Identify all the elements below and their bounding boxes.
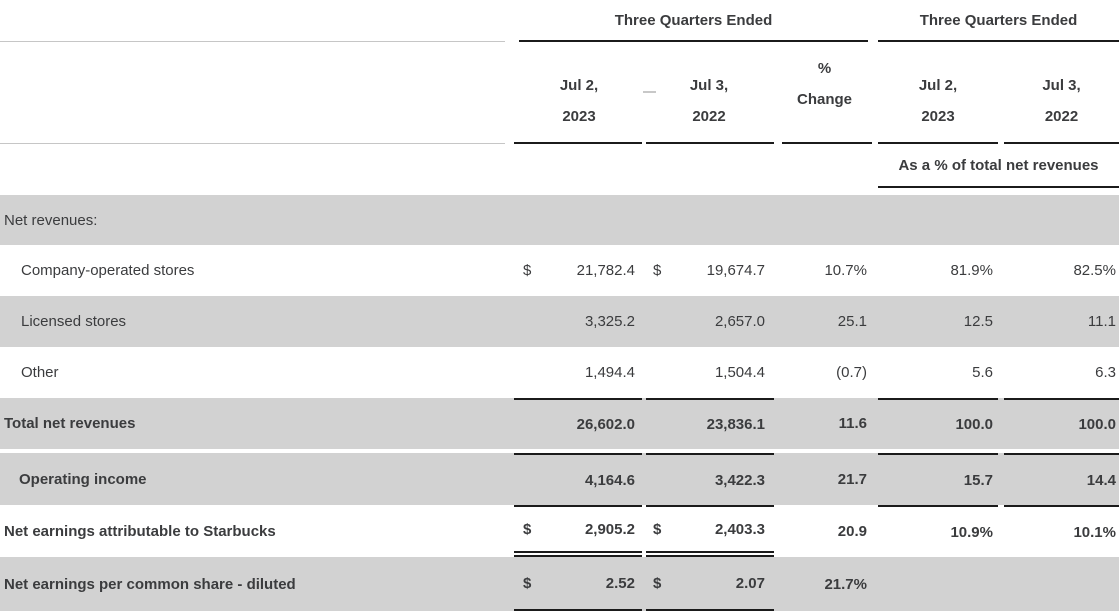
currency-symbol: $ <box>523 574 532 592</box>
pct-of-revenue-2022: 100.0 <box>1004 398 1119 449</box>
row-label: Other <box>21 364 59 381</box>
pct-of-revenue-2022: 14.4 <box>1004 453 1119 505</box>
group-header-row: Three Quarters Ended Three Quarters Ende… <box>0 0 1119 42</box>
pct-of-revenue-2023 <box>878 195 998 245</box>
pct-change: 21.7 <box>837 470 867 488</box>
group-header-label-spacer <box>0 0 505 42</box>
row-label: Total net revenues <box>4 415 136 432</box>
group-header-period-2: Three Quarters Ended <box>878 0 1119 42</box>
value-2023: 4,164.6 <box>584 471 635 489</box>
row-label: Licensed stores <box>21 313 127 330</box>
currency-symbol: $ <box>653 520 662 538</box>
column-header-label-spacer <box>0 42 505 144</box>
row-label: Operating income <box>19 470 147 488</box>
pct-of-revenue-2023: 5.6 <box>972 364 993 381</box>
table-row-net-revenues: Net revenues: <box>0 195 1119 245</box>
column-header-jul2-2023-pct: Jul 2, 2023 <box>878 42 998 144</box>
value-2022: 1,504.4 <box>714 364 765 381</box>
pct-of-revenue-2022: 11.1 <box>1087 313 1116 330</box>
table-row-company-operated-stores: Company-operated stores $21,782.4 $19,67… <box>0 245 1119 296</box>
column-header-pct-change: % Change <box>782 42 872 144</box>
pct-of-revenue-2022: 10.1% <box>1004 505 1119 557</box>
value-2022: 23,836.1 <box>706 416 765 433</box>
column-header-jul2-2023: Jul 2, 2023 <box>514 42 642 144</box>
value-2023: 1,494.4 <box>584 364 635 381</box>
column-header-jul3-2022: Jul 3, 2022 <box>646 42 774 144</box>
pct-of-revenue-2023: 81.9% <box>950 262 993 279</box>
value-2022: 3,422.3 <box>714 471 765 489</box>
currency-symbol: $ <box>523 520 532 538</box>
pct-of-revenue-2022: 6.3 <box>1095 364 1116 381</box>
pct-change <box>782 195 872 245</box>
row-label: Net earnings attributable to Starbucks <box>4 522 276 540</box>
subheader-row: As a % of total net revenues <box>0 144 1119 195</box>
pct-of-revenue-2022: 82.5% <box>1073 262 1116 279</box>
subheader-as-pct-of-revenues: As a % of total net revenues <box>878 144 1119 188</box>
value-2023: 2.52 <box>605 574 635 592</box>
row-label: Net earnings per common share - diluted <box>4 575 296 593</box>
pct-of-revenue-2022 <box>1004 557 1119 611</box>
pct-change: 11.6 <box>838 415 867 432</box>
subheader-label-spacer <box>0 144 505 195</box>
value-2022: 2.07 <box>735 574 765 592</box>
value-2022: 19,674.7 <box>706 262 765 279</box>
table-row-other: Other 1,494.4 1,504.4 (0.7) 5.6 6.3 <box>0 347 1119 398</box>
pct-of-revenue-2023 <box>878 557 998 611</box>
pct-change: (0.7) <box>836 364 867 381</box>
row-label: Net revenues: <box>4 211 98 229</box>
row-label: Company-operated stores <box>21 262 195 279</box>
pct-change: 20.9 <box>837 522 867 540</box>
pct-of-revenue-2023: 10.9% <box>878 505 998 557</box>
pct-change: 25.1 <box>837 313 867 330</box>
value-2023: 3,325.2 <box>584 313 635 330</box>
column-header-jul3-2022-pct: Jul 3, 2022 <box>1004 42 1119 144</box>
currency-symbol: $ <box>653 574 662 592</box>
pct-of-revenue-2023: 100.0 <box>878 398 998 449</box>
currency-symbol: $ <box>653 262 662 279</box>
table-row-licensed-stores: Licensed stores 3,325.2 2,657.0 25.1 12.… <box>0 296 1119 347</box>
table-row-operating-income: Operating income 4,164.6 3,422.3 21.7 15… <box>0 453 1119 505</box>
value-2023: 26,602.0 <box>576 416 635 433</box>
table-row-eps-diluted: Net earnings per common share - diluted … <box>0 557 1119 611</box>
value-2023: 2,905.2 <box>584 520 635 538</box>
column-separator-dash <box>643 91 656 93</box>
pct-of-revenue-2023: 15.7 <box>878 453 998 505</box>
column-header-row: Jul 2, 2023 Jul 3, 2022 % Change Jul 2, … <box>0 42 1119 144</box>
pct-change: 10.7% <box>824 262 867 279</box>
subheader-spacer <box>505 144 872 195</box>
value-2022: 2,403.3 <box>714 520 765 538</box>
pct-of-revenue-2022 <box>1004 195 1119 245</box>
currency-symbol: $ <box>523 262 532 279</box>
table-row-total-net-revenues: Total net revenues 26,602.0 23,836.1 11.… <box>0 398 1119 449</box>
table-row-net-earnings: Net earnings attributable to Starbucks $… <box>0 505 1119 557</box>
value-2023: 21,782.4 <box>576 262 635 279</box>
pct-of-revenue-2023: 12.5 <box>963 313 993 330</box>
value-2022: 2,657.0 <box>714 313 765 330</box>
pct-change: 21.7% <box>824 575 867 593</box>
group-header-period-1: Three Quarters Ended <box>519 0 868 42</box>
